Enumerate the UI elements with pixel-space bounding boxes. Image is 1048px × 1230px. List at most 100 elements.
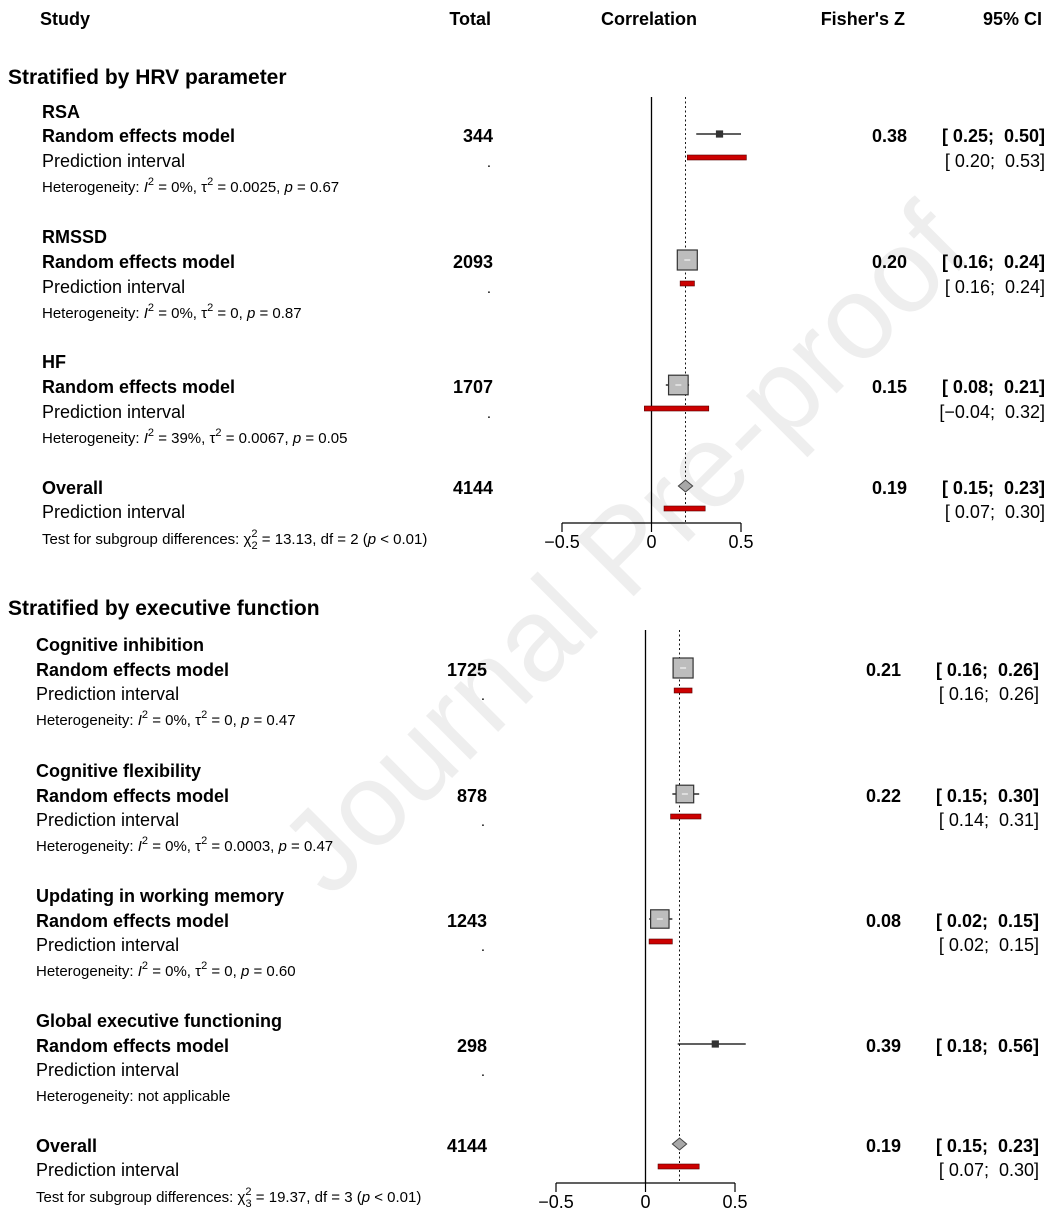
overall-prediction-bar-p1	[663, 505, 706, 512]
overall-diamond-p1	[677, 479, 694, 493]
header-total: Total	[449, 9, 491, 29]
x-tick-label-p2-1: −0.5	[538, 1192, 574, 1212]
pi-text-p1-1: [ 0.20; 0.53]	[945, 151, 1045, 171]
prediction-total-dot-p2-1: .	[481, 687, 485, 704]
x-tick-label-p1-3: 0.5	[728, 532, 753, 552]
ci-text-p2-1: [ 0.16; 0.26]	[936, 660, 1039, 680]
effect-box-p2-4	[711, 1040, 719, 1048]
fisher-z-p2-1: 0.21	[866, 660, 901, 680]
subgroup-name-p2-2: Cognitive flexibility	[36, 761, 201, 781]
fisher-z-p2-2: 0.22	[866, 786, 901, 806]
header-95-ci: 95% CI	[983, 9, 1042, 29]
prediction-total-dot-p2-2: .	[481, 813, 485, 830]
pi-text-p2-2: [ 0.14; 0.31]	[939, 810, 1039, 830]
prediction-bar-p1-2	[679, 280, 695, 287]
subgroup-name-p2-4: Global executive functioning	[36, 1011, 282, 1031]
prediction-label-p1-2: Prediction interval	[42, 277, 185, 297]
ci-text-p1-1: [ 0.25; 0.50]	[942, 126, 1045, 146]
x-tick-label-p1-2: 0	[646, 532, 656, 552]
overall-prediction-bar-p2	[657, 1163, 700, 1170]
pi-text-p1-2: [ 0.16; 0.24]	[945, 277, 1045, 297]
total-p1-3: 1707	[453, 377, 493, 397]
random-effects-label-p1-1: Random effects model	[42, 126, 235, 146]
overall-total-p1: 4144	[453, 478, 493, 498]
fisher-z-p1-2: 0.20	[872, 252, 907, 272]
prediction-total-dot-p1-3: .	[487, 405, 491, 422]
ci-text-p1-3: [ 0.08; 0.21]	[942, 377, 1045, 397]
overall-label-p2: Overall	[36, 1136, 97, 1156]
ci-text-p1-2: [ 0.16; 0.24]	[942, 252, 1045, 272]
fisher-z-p1-1: 0.38	[872, 126, 907, 146]
prediction-label-p1-3: Prediction interval	[42, 402, 185, 422]
heterogeneity-p1-1: Heterogeneity: I2 = 0%, τ2 = 0.0025, p =…	[42, 176, 339, 196]
subgroup-name-p2-3: Updating in working memory	[36, 886, 284, 906]
overall-ci-text-p2: [ 0.15; 0.23]	[936, 1136, 1039, 1156]
random-effects-label-p2-3: Random effects model	[36, 911, 229, 931]
subgroup-test-p2: Test for subgroup differences: χ2 3 = 19.…	[36, 1186, 421, 1210]
prediction-label-p2-1: Prediction interval	[36, 684, 179, 704]
prediction-label-p2-4: Prediction interval	[36, 1060, 179, 1080]
prediction-bar-p1-1	[686, 154, 747, 161]
random-effects-label-p2-1: Random effects model	[36, 660, 229, 680]
heterogeneity-p2-3: Heterogeneity: I2 = 0%, τ2 = 0, p = 0.60	[36, 960, 296, 980]
heterogeneity-p1-3: Heterogeneity: I2 = 39%, τ2 = 0.0067, p …	[42, 427, 348, 447]
x-tick-label-p2-3: 0.5	[722, 1192, 747, 1212]
overall-fisher-z-p2: 0.19	[866, 1136, 901, 1156]
heterogeneity-p2-4: Heterogeneity: not applicable	[36, 1088, 230, 1105]
heterogeneity-p2-2: Heterogeneity: I2 = 0%, τ2 = 0.0003, p =…	[36, 835, 333, 855]
total-p2-1: 1725	[447, 660, 487, 680]
header-fishers-z: Fisher's Z	[821, 9, 905, 29]
heterogeneity-p2-1: Heterogeneity: I2 = 0%, τ2 = 0, p = 0.47	[36, 709, 296, 729]
ci-text-p2-2: [ 0.15; 0.30]	[936, 786, 1039, 806]
prediction-bar-p1-3	[644, 405, 710, 412]
prediction-label-p1-1: Prediction interval	[42, 151, 185, 171]
prediction-bar-p2-2	[670, 813, 702, 820]
prediction-total-dot-p1-2: .	[487, 280, 491, 297]
total-p2-2: 878	[457, 786, 487, 806]
subgroup-name-p1-2: RMSSD	[42, 227, 107, 247]
fisher-z-p2-3: 0.08	[866, 911, 901, 931]
total-p1-2: 2093	[453, 252, 493, 272]
overall-prediction-label-p2: Prediction interval	[36, 1160, 179, 1180]
random-effects-label-p2-2: Random effects model	[36, 786, 229, 806]
total-p2-4: 298	[457, 1036, 487, 1056]
overall-ci-text-p1: [ 0.15; 0.23]	[942, 478, 1045, 498]
pi-text-p1-3: [−0.04; 0.32]	[939, 402, 1045, 422]
pi-text-p2-1: [ 0.16; 0.26]	[939, 684, 1039, 704]
prediction-total-dot-p2-4: .	[481, 1063, 485, 1080]
watermark-text: Journal Pre-proof	[255, 180, 993, 918]
header-correlation: Correlation	[601, 9, 697, 29]
prediction-total-dot-p2-3: .	[481, 938, 485, 955]
overall-prediction-label-p1: Prediction interval	[42, 502, 185, 522]
subgroup-name-p1-1: RSA	[42, 102, 80, 122]
overall-pi-text-p2: [ 0.07; 0.30]	[939, 1160, 1039, 1180]
effect-box-p1-1	[715, 130, 724, 138]
header-study: Study	[40, 9, 90, 29]
fisher-z-p1-3: 0.15	[872, 377, 907, 397]
x-tick-label-p2-2: 0	[640, 1192, 650, 1212]
prediction-bar-p2-1	[673, 687, 693, 694]
overall-fisher-z-p1: 0.19	[872, 478, 907, 498]
overall-total-p2: 4144	[447, 1136, 487, 1156]
random-effects-label-p2-4: Random effects model	[36, 1036, 229, 1056]
prediction-bar-p2-3	[648, 938, 673, 945]
section-title-p2: Stratified by executive function	[8, 597, 320, 620]
ci-text-p2-3: [ 0.02; 0.15]	[936, 911, 1039, 931]
heterogeneity-p1-2: Heterogeneity: I2 = 0%, τ2 = 0, p = 0.87	[42, 302, 302, 322]
subgroup-name-p1-3: HF	[42, 352, 66, 372]
overall-pi-text-p1: [ 0.07; 0.30]	[945, 502, 1045, 522]
overall-label-p1: Overall	[42, 478, 103, 498]
prediction-label-p2-3: Prediction interval	[36, 935, 179, 955]
subgroup-test-p1: Test for subgroup differences: χ2 2 = 13.…	[42, 528, 427, 552]
overall-diamond-p2	[671, 1137, 688, 1151]
prediction-total-dot-p1-1: .	[487, 154, 491, 171]
prediction-label-p2-2: Prediction interval	[36, 810, 179, 830]
pi-text-p2-3: [ 0.02; 0.15]	[939, 935, 1039, 955]
fisher-z-p2-4: 0.39	[866, 1036, 901, 1056]
x-tick-label-p1-1: −0.5	[544, 532, 580, 552]
total-p1-1: 344	[463, 126, 493, 146]
random-effects-label-p1-3: Random effects model	[42, 377, 235, 397]
section-title-p1: Stratified by HRV parameter	[8, 66, 287, 89]
random-effects-label-p1-2: Random effects model	[42, 252, 235, 272]
